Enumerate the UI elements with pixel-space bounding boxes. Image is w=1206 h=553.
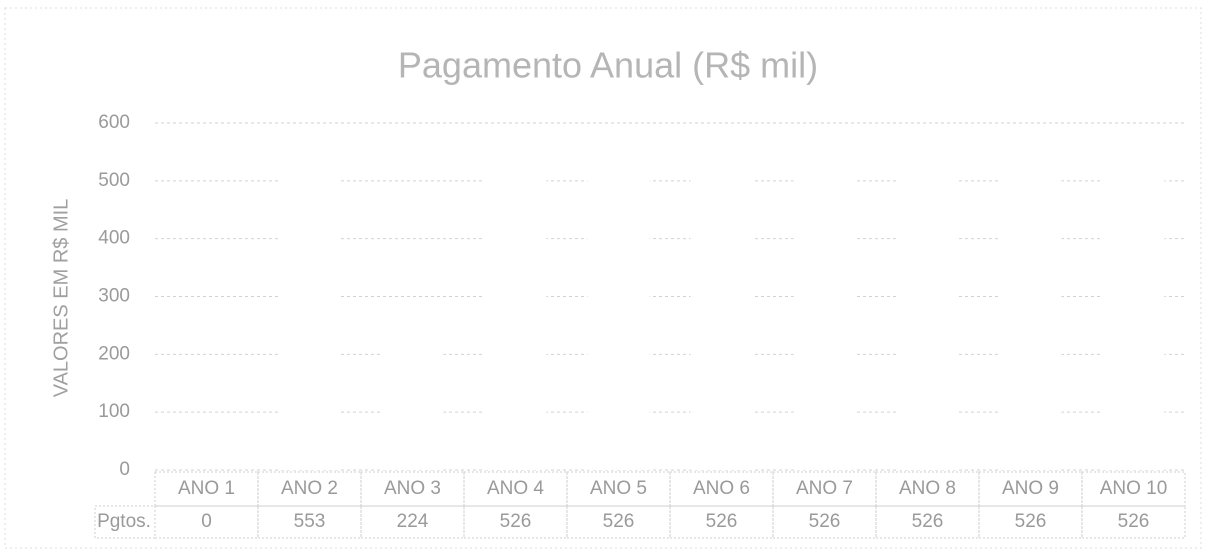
bar: [587, 165, 650, 470]
table-value: 526: [706, 511, 738, 532]
table-cell: [360, 505, 465, 539]
chart-title: Pagamento Anual (R$ mil): [398, 45, 818, 86]
table-row-label: Pgtos.: [97, 511, 151, 532]
bar: [690, 165, 753, 470]
table-cell: [875, 505, 980, 539]
y-tick-label: 0: [119, 459, 130, 480]
bar: [278, 150, 341, 470]
x-tick-label: ANO 1: [178, 478, 235, 499]
table-cell: [463, 505, 568, 539]
bar: [484, 165, 547, 470]
chart-border: [4, 7, 1202, 549]
x-tick-label: ANO 8: [899, 478, 956, 499]
bar: [999, 165, 1062, 470]
table-cell: [669, 505, 774, 539]
x-tick-label: ANO 10: [1100, 478, 1168, 499]
y-tick-label: 400: [98, 228, 130, 249]
x-tick-label: ANO 4: [487, 478, 544, 499]
table-cell: [772, 505, 877, 539]
x-tick-label: ANO 5: [590, 478, 647, 499]
x-tick-label: ANO 9: [1002, 478, 1059, 499]
x-tick-label: ANO 6: [693, 478, 750, 499]
table-cell: [1081, 505, 1186, 539]
table-value: 224: [397, 511, 429, 532]
table-value: 526: [912, 511, 944, 532]
table-value: 0: [201, 511, 212, 532]
table-cell: [978, 505, 1083, 539]
x-tick-label: ANO 2: [281, 478, 338, 499]
table-value: 526: [809, 511, 841, 532]
table-value: 526: [1015, 511, 1047, 532]
y-tick-label: 300: [98, 286, 130, 307]
table-cell: [566, 505, 671, 539]
table-cell: [1081, 471, 1186, 507]
x-tick-label: ANO 7: [796, 478, 853, 499]
table-value: 526: [1118, 511, 1150, 532]
y-tick-label: 200: [98, 343, 130, 364]
y-tick-label: 100: [98, 401, 130, 422]
table-cell: [257, 505, 362, 539]
y-axis-label: VALORES EM R$ MIL: [50, 199, 72, 398]
bar: [381, 340, 444, 470]
bar: [1102, 165, 1165, 470]
bar: [793, 165, 856, 470]
table-cell: [154, 505, 259, 539]
table-value: 526: [500, 511, 532, 532]
y-tick-label: 600: [98, 112, 130, 133]
x-tick-label: ANO 3: [384, 478, 441, 499]
y-tick-label: 500: [98, 170, 130, 191]
bar: [896, 165, 959, 470]
table-value: 526: [603, 511, 635, 532]
table-value: 553: [294, 511, 326, 532]
